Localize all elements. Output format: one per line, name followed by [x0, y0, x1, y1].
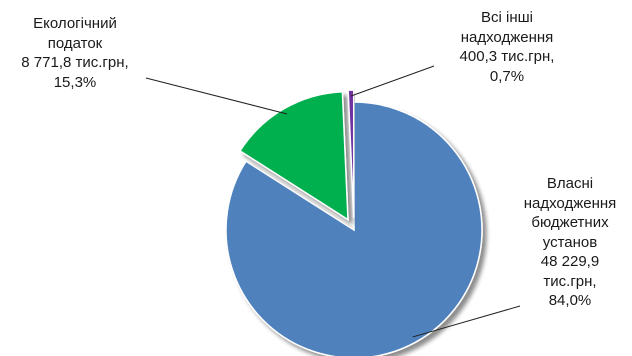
slice-label-line: податок: [47, 34, 103, 52]
slice-label-line: 8 771,8 тис.грн,: [21, 54, 129, 71]
slice-label-line: бюджетних: [531, 214, 609, 231]
slice-label-other-revenue: Всі інші надходження 400,3 тис.грн, 0,7%: [432, 8, 582, 86]
leader-line-eco-tax: [145, 77, 288, 115]
pie-slice-eco-tax: [238, 90, 349, 222]
slice-label-line: Власні: [546, 175, 594, 192]
leader-line-own-revenue: [412, 305, 521, 338]
slice-label-line: надходження: [523, 194, 617, 212]
slice-label-line: 84,0%: [548, 292, 592, 309]
slice-label-line: установ: [542, 233, 598, 251]
slice-label-line: 400,3 тис.грн,: [459, 48, 555, 65]
slice-label-line: 0,7%: [489, 67, 525, 85]
slice-label-own-revenue: Власні надходження бюджетних установ 48 …: [508, 174, 632, 311]
slice-label-line: 15,3%: [53, 73, 97, 91]
slice-label-line: 48 229,9: [540, 253, 600, 270]
pie-slice-own-revenue: [225, 101, 483, 356]
slice-label-line: надходження: [460, 28, 554, 46]
slice-label-eco-tax: Екологічний податок 8 771,8 тис.грн, 15,…: [0, 14, 150, 92]
leader-line-other-revenue: [350, 65, 435, 97]
pie-slice-other-revenue: [347, 89, 355, 219]
slice-label-line: тис.грн,: [543, 272, 597, 290]
slice-label-line: Всі інші: [481, 9, 533, 26]
slice-label-line: Екологічний: [33, 15, 117, 32]
